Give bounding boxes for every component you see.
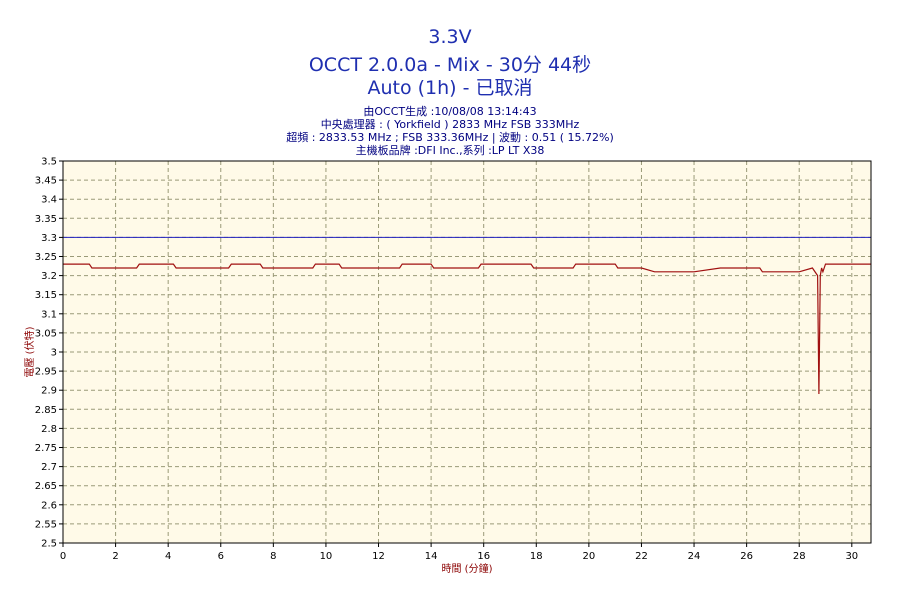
y-tick-label: 2.9 — [41, 386, 57, 397]
y-tick-label: 3.25 — [35, 252, 57, 263]
y-axis-ticks: 2.5 2.55 2.6 2.65 2.7 2.75 2.8 2.85 2.9 2.95 3 3.05… — [35, 157, 63, 550]
x-axis-ticks: 0 2 4 6 8 10 12 14 16 18 20 22 24 26 28 30 — [60, 543, 858, 562]
x-tick-label: 22 — [635, 551, 648, 562]
x-tick-label: 28 — [793, 551, 806, 562]
x-tick-label: 16 — [477, 551, 490, 562]
y-tick-label: 2.55 — [35, 519, 57, 530]
y-tick-label: 2.5 — [41, 539, 57, 550]
x-tick-label: 6 — [218, 551, 224, 562]
y-tick-label: 2.65 — [35, 481, 57, 492]
y-tick-label: 3.2 — [41, 271, 57, 282]
x-tick-label: 12 — [372, 551, 385, 562]
y-tick-label: 2.95 — [35, 367, 57, 378]
chart-subtitle-test: OCCT 2.0.0a - Mix - 30分 44秒 — [308, 54, 592, 76]
y-tick-label: 2.6 — [41, 500, 57, 511]
y-tick-label: 3.5 — [41, 157, 57, 168]
x-tick-label: 8 — [270, 551, 276, 562]
y-tick-label: 2.85 — [35, 405, 57, 416]
overclock-info: 超頻 : 2833.53 MHz ; FSB 333.36MHz | 波動 : … — [286, 131, 614, 144]
x-tick-label: 20 — [583, 551, 596, 562]
series-line-3.3v — [63, 263, 871, 395]
y-tick-label: 3.4 — [41, 195, 57, 206]
y-tick-label: 3.1 — [41, 309, 57, 320]
y-tick-label: 3.15 — [35, 290, 57, 301]
y-tick-label: 3.35 — [35, 214, 57, 225]
x-tick-label: 26 — [740, 551, 753, 562]
y-axis-label: 電壓 (伏特) — [23, 326, 36, 377]
x-tick-label: 10 — [320, 551, 333, 562]
chart-subtitle-mode: Auto (1h) - 已取消 — [367, 77, 533, 99]
y-tick-label: 2.7 — [41, 462, 57, 473]
y-tick-label: 2.75 — [35, 443, 57, 454]
x-tick-label: 30 — [845, 551, 858, 562]
y-tick-label: 3.45 — [35, 176, 57, 187]
cpu-info: 中央處理器 : ( Yorkfield ) 2833 MHz FSB 333MH… — [320, 118, 580, 131]
grid — [63, 161, 871, 543]
y-tick-label: 3.3 — [41, 233, 57, 244]
y-tick-label: 3 — [51, 348, 57, 359]
x-tick-label: 24 — [688, 551, 701, 562]
y-tick-label: 2.8 — [41, 424, 57, 435]
x-tick-label: 2 — [112, 551, 118, 562]
x-tick-label: 4 — [165, 551, 171, 562]
x-axis-label: 時間 (分鐘) — [442, 562, 493, 575]
y-tick-label: 3.05 — [35, 328, 57, 339]
generated-info: 由OCCT生成 :10/08/08 13:14:43 — [363, 105, 537, 118]
motherboard-info: 主機板品牌 :DFI Inc.,系列 :LP LT X38 — [355, 144, 545, 157]
x-tick-label: 0 — [60, 551, 66, 562]
x-tick-label: 18 — [530, 551, 543, 562]
x-tick-label: 14 — [425, 551, 438, 562]
chart-title: 3.3V — [428, 26, 472, 48]
